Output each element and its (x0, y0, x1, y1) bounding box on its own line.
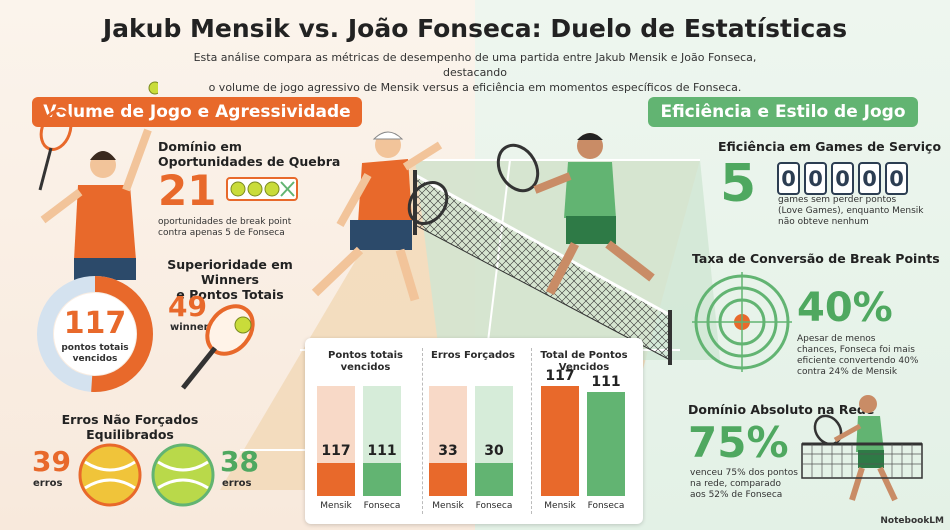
fonseca-errors-label: erros (222, 478, 252, 489)
bar-category-label: Mensik (432, 501, 464, 511)
winners-value: 49 (168, 290, 207, 323)
fonseca-forehand-illustration (496, 133, 655, 296)
bar-category-label: Fonseca (363, 501, 401, 511)
bar-fonseca (363, 463, 401, 496)
bar-category-label: Mensik (320, 501, 352, 511)
bar-value-label: 117 (545, 368, 575, 384)
mensik-serving-illustration (38, 81, 158, 280)
conversion-desc: Apesar de menos chances, Fonseca foi mai… (797, 334, 919, 377)
points-ring-chart (37, 276, 153, 392)
net-desc: venceu 75% dos pontos na rede, comparado… (690, 468, 798, 500)
net-volley-illustration (801, 395, 923, 502)
service-digit: 0 (885, 162, 908, 195)
service-digit: 0 (858, 162, 881, 195)
service-digit: 0 (831, 162, 854, 195)
total-points-label: pontos totais vencidos (61, 343, 129, 364)
page-subtitle: Esta análise compara as métricas de dese… (193, 51, 757, 94)
bar-fonseca (475, 463, 513, 496)
mensik-forehand-illustration (311, 131, 449, 302)
bar-fonseca (587, 391, 625, 496)
winners-title: Superioridade em Winners e Pontos Totais (167, 257, 293, 302)
notebooklm-logo: NotebookLM (880, 516, 944, 526)
service-title: Eficiência em Games de Serviço (718, 139, 942, 154)
target-icon (692, 272, 792, 372)
section-title-aggressiveness: Volume de Jogo e Agressividade (32, 97, 362, 127)
comparison-charts-panel: Pontos totais vencidos Erros Forçados To… (305, 338, 643, 524)
bar-category-label: Fonseca (475, 501, 513, 511)
break-opps-desc: oportunidades de break point contra apen… (158, 217, 292, 238)
total-points-value: 117 (63, 306, 127, 341)
conversion-value: 40% (797, 285, 893, 331)
chart2-title: Erros Forçados (431, 350, 515, 361)
break-opps-title: Domínio em Oportunidades de Quebra (158, 139, 341, 169)
net-title: Domínio Absoluto na Rede (688, 402, 875, 417)
fonseca-errors-value: 38 (220, 445, 259, 478)
conversion-title: Taxa de Conversão de Break Points (692, 251, 940, 266)
bar-category-label: Fonseca (587, 501, 625, 511)
bar-mensik (541, 386, 579, 496)
bar-category-label: Mensik (544, 501, 576, 511)
tennis-balls-icon (226, 177, 298, 201)
service-digit: 0 (777, 162, 800, 195)
chart-divider (531, 348, 532, 514)
page-title: Jakub Mensik vs. João Fonseca: Duelo de … (102, 14, 848, 43)
service-digit: 0 (804, 162, 827, 195)
service-desc: games sem perder pontos (Love Games), en… (778, 195, 924, 227)
bar-mensik (429, 463, 467, 496)
mensik-errors-label: erros (33, 478, 63, 489)
unforced-title: Erros Não Forçados Equilibrados (61, 412, 199, 442)
service-value: 5 (720, 154, 757, 214)
net-value: 75% (688, 418, 789, 467)
break-opps-value: 21 (158, 166, 217, 215)
bar-value-label: 117 (321, 443, 351, 459)
bar-value-label: 111 (367, 443, 397, 459)
bar-mensik (317, 463, 355, 496)
chart3-title: Total de Pontos Vencidos (540, 350, 628, 373)
section-title-efficiency: Eficiência e Estilo de Jogo (648, 97, 918, 127)
bar-value-label: 33 (438, 443, 458, 459)
green-tennis-ball-icon (151, 443, 215, 507)
chart-divider (422, 348, 423, 514)
chart1-title: Pontos totais vencidos (328, 350, 403, 373)
tennis-net (413, 170, 672, 365)
racket-icon (181, 304, 255, 390)
mensik-errors-value: 39 (32, 445, 71, 478)
bar-value-label: 111 (591, 373, 621, 390)
bar-value-label: 30 (484, 443, 504, 459)
winners-label: winners (170, 322, 215, 333)
orange-tennis-ball-icon (78, 443, 142, 507)
